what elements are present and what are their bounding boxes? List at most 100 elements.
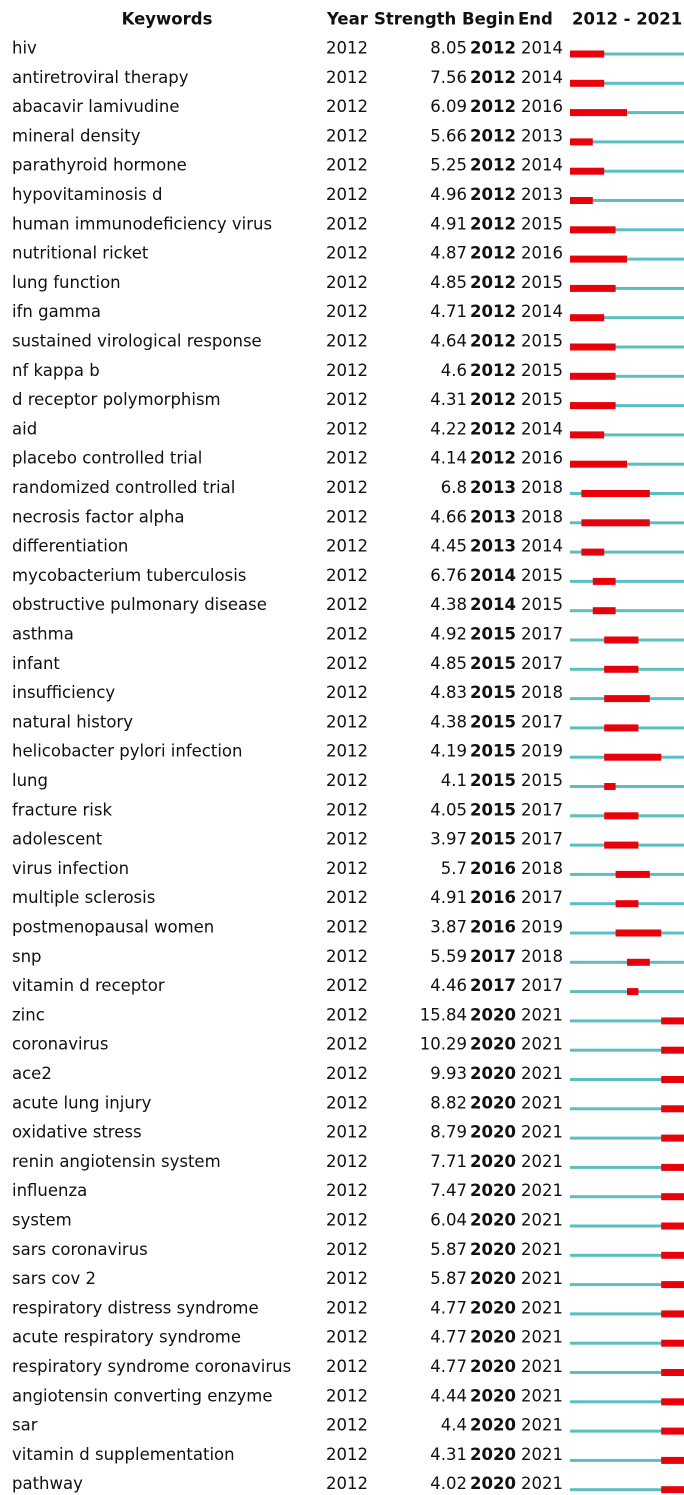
- end: 2015: [521, 273, 563, 292]
- timeline: [570, 1136, 684, 1140]
- year: 2012: [326, 1152, 368, 1171]
- strength: 15.84: [420, 1005, 467, 1024]
- begin: 2016: [470, 859, 516, 878]
- burst-bar: [604, 812, 639, 820]
- keyword: fracture risk: [12, 800, 112, 819]
- begin: 2016: [470, 888, 516, 907]
- strength: 3.87: [430, 918, 467, 937]
- begin: 2016: [470, 918, 516, 937]
- begin: 2014: [470, 595, 516, 614]
- begin: 2012: [470, 390, 516, 409]
- burst-bar: [661, 1134, 684, 1142]
- end: 2018: [521, 859, 563, 878]
- timeline: [570, 1283, 684, 1287]
- end: 2014: [521, 302, 563, 321]
- keyword: asthma: [12, 625, 74, 644]
- begin: 2015: [470, 625, 516, 644]
- burst-bar: [604, 783, 616, 790]
- keyword: pathway: [12, 1474, 83, 1493]
- strength: 6.09: [430, 97, 467, 116]
- year: 2012: [326, 1269, 368, 1288]
- strength: 4.77: [430, 1298, 467, 1317]
- year: 2012: [326, 918, 368, 937]
- burst-bar: [570, 138, 593, 146]
- strength: 4.87: [430, 244, 467, 263]
- end: 2015: [521, 595, 563, 614]
- burst-bar: [581, 548, 605, 556]
- keyword: hiv: [12, 39, 37, 58]
- strength: 4.1: [441, 771, 467, 790]
- begin: 2012: [470, 39, 516, 58]
- begin: 2020: [470, 1035, 516, 1054]
- begin: 2012: [470, 244, 516, 263]
- year: 2012: [326, 1298, 368, 1317]
- begin: 2012: [470, 273, 516, 292]
- burst-bar: [661, 1163, 684, 1171]
- keyword: nf kappa b: [12, 361, 100, 380]
- begin: 2020: [470, 1269, 516, 1288]
- keyword: ace2: [12, 1064, 52, 1083]
- keyword: system: [12, 1211, 72, 1230]
- end: 2015: [521, 390, 563, 409]
- keyword: ifn gamma: [12, 302, 101, 321]
- strength: 4.38: [430, 712, 467, 731]
- begin: 2020: [470, 1064, 516, 1083]
- burst-bar: [604, 665, 639, 673]
- burst-bar: [570, 314, 605, 322]
- strength: 10.29: [420, 1035, 467, 1054]
- year: 2012: [326, 1005, 368, 1024]
- timeline: [570, 404, 684, 408]
- begin: 2020: [470, 1416, 516, 1435]
- keyword: nutritional ricket: [12, 244, 149, 263]
- burst-bar: [661, 1017, 684, 1025]
- year: 2012: [326, 97, 368, 116]
- keyword: human immunodeficiency virus: [12, 214, 272, 233]
- timeline: [570, 1253, 684, 1257]
- end: 2015: [521, 771, 563, 790]
- year: 2012: [326, 742, 368, 761]
- year: 2012: [326, 302, 368, 321]
- year: 2012: [326, 595, 368, 614]
- keyword: sustained virological response: [12, 332, 262, 351]
- year: 2012: [326, 1328, 368, 1347]
- end: 2021: [521, 1211, 563, 1230]
- year: 2012: [326, 1123, 368, 1142]
- keyword: aid: [12, 419, 37, 438]
- keyword: obstructive pulmonary disease: [12, 595, 267, 614]
- begin: 2020: [470, 1093, 516, 1112]
- end: 2021: [521, 1005, 563, 1024]
- begin: 2020: [470, 1298, 516, 1317]
- begin: 2013: [470, 478, 516, 497]
- begin: 2012: [470, 156, 516, 175]
- year: 2012: [326, 771, 368, 790]
- timeline: [570, 1078, 684, 1081]
- keyword: differentiation: [12, 537, 128, 556]
- strength: 8.79: [430, 1123, 467, 1142]
- keyword: randomized controlled trial: [12, 478, 235, 497]
- end: 2017: [521, 712, 563, 731]
- year: 2012: [326, 273, 368, 292]
- begin: 2020: [470, 1152, 516, 1171]
- timeline: [570, 1224, 684, 1228]
- begin: 2012: [470, 419, 516, 438]
- end: 2021: [521, 1152, 563, 1171]
- keyword: coronavirus: [12, 1035, 108, 1054]
- timeline: [570, 1165, 684, 1169]
- year: 2012: [326, 1181, 368, 1200]
- year: 2012: [326, 566, 368, 585]
- burst-bar: [570, 284, 616, 292]
- strength: 4.91: [430, 888, 467, 907]
- strength: 7.47: [430, 1181, 467, 1200]
- strength: 4.22: [430, 419, 467, 438]
- begin: 2012: [470, 214, 516, 233]
- header-end: End: [518, 10, 553, 29]
- keyword: snp: [12, 947, 42, 966]
- keyword: postmenopausal women: [12, 918, 214, 937]
- end: 2021: [521, 1240, 563, 1259]
- burst-bar: [592, 607, 616, 615]
- year: 2012: [326, 449, 368, 468]
- end: 2021: [521, 1064, 563, 1083]
- timeline: [570, 1107, 684, 1111]
- burst-bar: [661, 1222, 684, 1230]
- strength: 6.76: [430, 566, 467, 585]
